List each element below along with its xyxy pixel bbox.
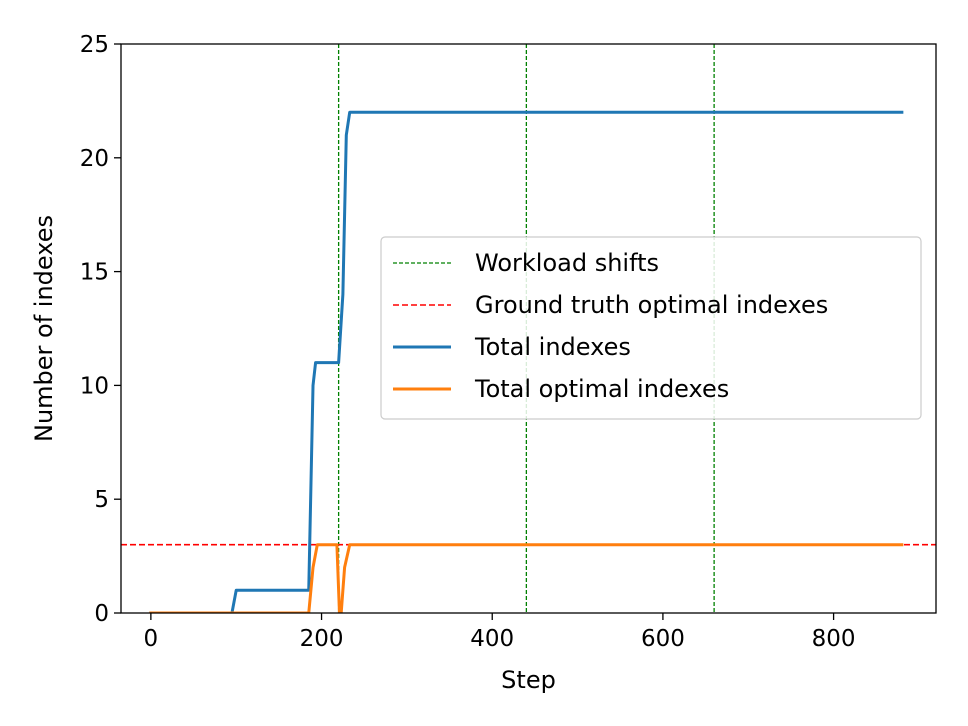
- axes-frame: [120, 43, 937, 614]
- legend-label: Total optimal indexes: [474, 375, 729, 403]
- x-tick-label: 400: [470, 626, 514, 652]
- series-line-total-indexes: [149, 110, 904, 613]
- x-tick-label: 800: [812, 626, 856, 652]
- x-axis-label: Step: [501, 666, 556, 694]
- series-line-total-optimal-indexes: [149, 543, 904, 613]
- legend-box: [380, 236, 922, 420]
- x-tick-label: 200: [300, 626, 344, 652]
- y-tick-label: 10: [80, 373, 109, 399]
- legend-label: Ground truth optimal indexes: [475, 291, 828, 319]
- legend-label: Workload shifts: [475, 249, 659, 277]
- x-tick-label: 0: [144, 626, 159, 652]
- y-axis-label: Number of indexes: [30, 215, 58, 442]
- y-tick-label: 15: [80, 260, 109, 286]
- axis-ticks: 0 200 400 600 800 0 5 10 15 20 25: [80, 32, 856, 652]
- y-tick-label: 5: [94, 487, 109, 513]
- y-tick-label: 20: [80, 146, 109, 172]
- y-tick-label: 25: [80, 32, 109, 58]
- axes-border: [120, 43, 937, 614]
- x-tick-label: 600: [641, 626, 685, 652]
- legend: Workload shifts Ground truth optimal inde…: [380, 236, 922, 420]
- y-tick-label: 0: [94, 601, 109, 627]
- legend-label: Total indexes: [474, 333, 631, 361]
